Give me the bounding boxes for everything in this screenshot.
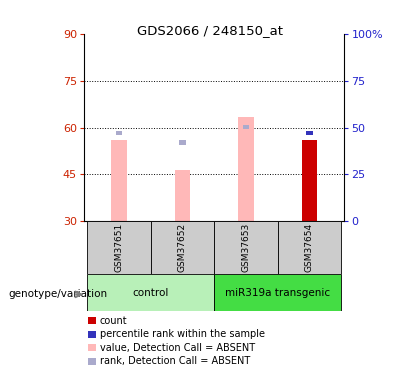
Bar (214, 221, 278, 274)
Text: percentile rank within the sample: percentile rank within the sample (100, 329, 265, 339)
Text: GSM37653: GSM37653 (241, 223, 250, 272)
Text: value, Detection Call = ABSENT: value, Detection Call = ABSENT (100, 343, 255, 352)
Bar (111, 140, 127, 221)
Bar (214, 274, 341, 311)
Bar (302, 140, 318, 221)
Text: GDS2066 / 248150_at: GDS2066 / 248150_at (137, 24, 283, 38)
Text: genotype/variation: genotype/variation (8, 290, 108, 299)
Bar (87, 221, 151, 274)
Text: rank, Detection Call = ABSENT: rank, Detection Call = ABSENT (100, 356, 250, 366)
Bar (151, 221, 214, 274)
Bar (179, 140, 186, 145)
Text: miR319a transgenic: miR319a transgenic (225, 288, 330, 297)
Text: GSM37651: GSM37651 (114, 223, 123, 272)
Bar (238, 117, 254, 221)
Bar (243, 125, 249, 129)
Text: count: count (100, 316, 128, 326)
Text: GSM37652: GSM37652 (178, 223, 187, 272)
Text: GSM37654: GSM37654 (305, 223, 314, 272)
Text: control: control (132, 288, 169, 297)
Bar (174, 170, 190, 221)
Bar (116, 131, 122, 135)
Bar (306, 131, 312, 135)
Bar (87, 274, 214, 311)
Bar (278, 221, 341, 274)
